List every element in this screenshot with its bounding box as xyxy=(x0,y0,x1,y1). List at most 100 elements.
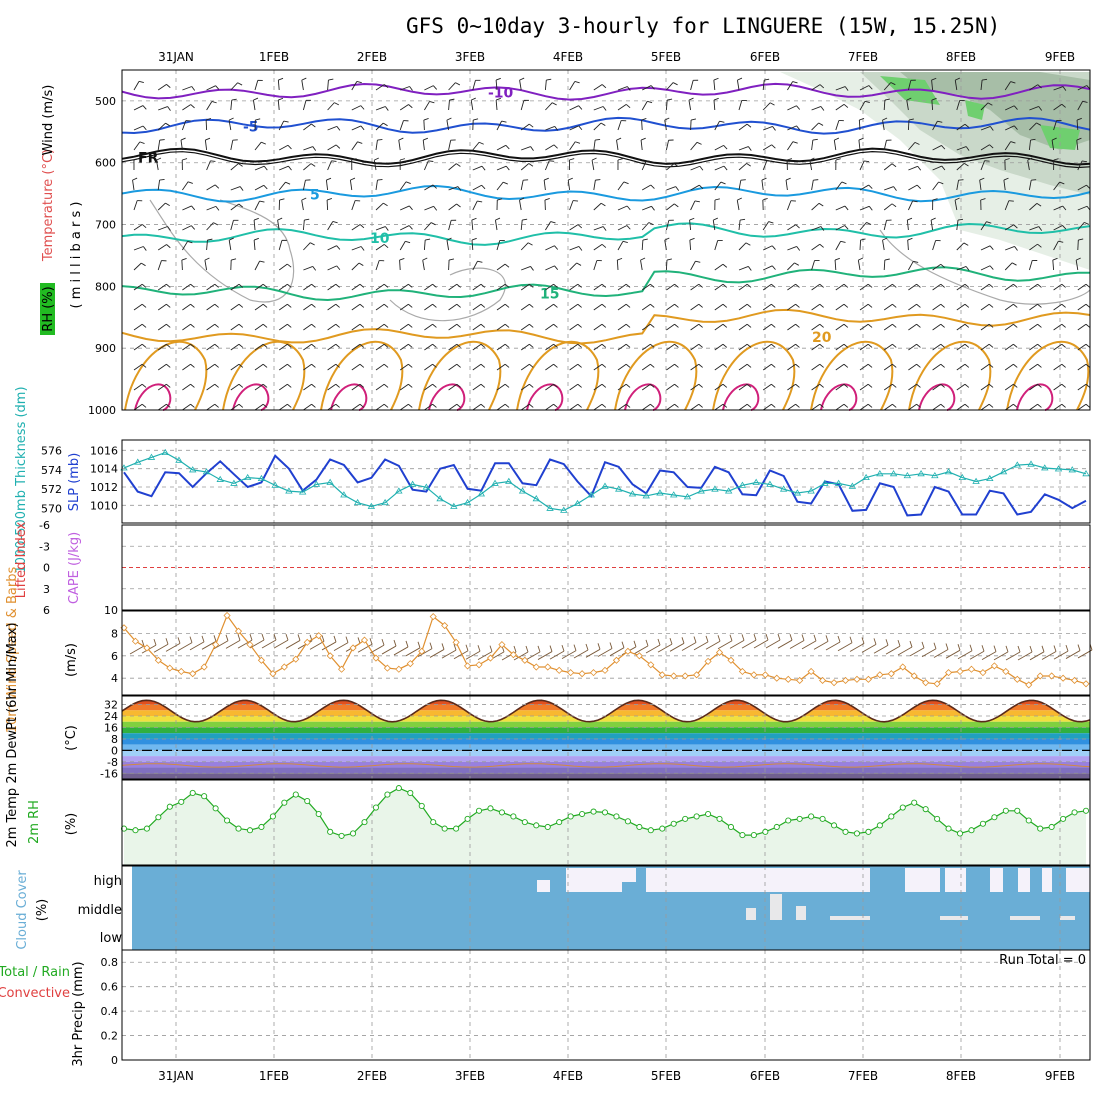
wind-barb xyxy=(835,323,845,331)
wind-barb-flag xyxy=(501,120,507,123)
wind-barb-flag xyxy=(331,160,337,162)
wind10m-barb xyxy=(273,639,289,649)
wind-barb-flag xyxy=(864,100,870,103)
wind-barb xyxy=(787,343,796,351)
wind-barb xyxy=(132,180,135,191)
wind-barb xyxy=(569,224,579,231)
wind-barb-flag xyxy=(761,177,767,181)
wind-barb xyxy=(641,323,651,331)
wind-barb-flag xyxy=(478,141,484,145)
rh2m-point xyxy=(968,827,975,834)
wind-barb xyxy=(907,239,909,251)
wind-barb-flag xyxy=(311,403,316,408)
wind-barb xyxy=(327,79,329,91)
wind-barb-flag xyxy=(287,144,292,150)
rh2m-point xyxy=(693,813,700,820)
wind-barb-flag xyxy=(601,84,607,89)
wind-barb-flag xyxy=(868,184,873,189)
wind-barb-flag xyxy=(964,123,970,128)
wind-barb-flag xyxy=(740,218,746,221)
wind10m-barb xyxy=(993,651,1009,661)
wind-barb xyxy=(1004,383,1014,391)
wind-barb xyxy=(375,140,378,151)
wind-barb xyxy=(1005,105,1015,111)
wind-barb xyxy=(375,106,386,111)
thickness-tick-576: 576 xyxy=(41,445,62,458)
wind-barb-flag xyxy=(287,343,292,348)
wind-barb xyxy=(327,403,337,411)
wind-barb-flag xyxy=(917,166,922,171)
isotherm-label-10: 10 xyxy=(370,231,390,247)
wind-barb-flag xyxy=(746,403,752,408)
isotherm-0-double xyxy=(121,150,1091,169)
wind-barb-flag xyxy=(771,383,776,388)
thickness-point xyxy=(436,495,444,502)
wind-barb xyxy=(666,343,675,351)
wind10m-point xyxy=(1036,672,1044,680)
wind-barb-flag xyxy=(651,206,655,211)
wind-barb xyxy=(858,140,861,151)
wind-barb-flag xyxy=(892,343,897,348)
wind-barb-flag xyxy=(843,283,849,288)
wind-barb xyxy=(665,140,670,151)
wind10m-barb xyxy=(417,648,433,658)
wind-barb xyxy=(277,79,280,91)
wind-barb xyxy=(690,200,696,211)
wind-barb xyxy=(1053,323,1063,331)
wind-barb xyxy=(1076,140,1079,151)
bottom-date-label-6FEB: 6FEB xyxy=(750,1069,780,1083)
wind-barb xyxy=(375,180,378,191)
wind-barb xyxy=(641,283,651,291)
wind-barb-flag xyxy=(166,383,171,388)
wind-barb xyxy=(1004,200,1010,211)
wind-barb xyxy=(593,243,603,251)
wind-barb-flag xyxy=(1037,323,1042,328)
wind-barb xyxy=(1004,81,1011,91)
wind10m-barb-flag xyxy=(393,639,397,647)
wind-barb-flag xyxy=(408,283,413,288)
wind10m-point xyxy=(670,672,678,680)
wind10m-point xyxy=(360,636,369,644)
thickness-tick-574: 574 xyxy=(41,464,62,477)
wind-barb xyxy=(713,80,716,91)
temp-band xyxy=(122,767,1090,774)
wind-barb xyxy=(641,343,651,351)
wind-barb-flag xyxy=(166,343,171,348)
wind-barb xyxy=(569,323,579,331)
wind-barb-flag xyxy=(143,246,147,251)
wind-barb-flag xyxy=(646,160,652,163)
wind-barb xyxy=(327,102,335,111)
wind-barb xyxy=(204,140,208,151)
cloud-unit-label: (%) xyxy=(35,899,50,922)
wind-barb-flag xyxy=(574,81,580,84)
wind-barb xyxy=(688,100,692,111)
wind-barb-flag xyxy=(495,97,501,101)
wind-barb xyxy=(593,84,603,91)
thickness-point xyxy=(271,481,279,488)
wind-barb-flag xyxy=(287,323,292,328)
wind-barb xyxy=(736,200,740,211)
isotherm-20-loop xyxy=(320,340,404,411)
wind10m-barb-flag xyxy=(537,645,541,652)
wind-barb xyxy=(327,383,337,391)
wind-barb xyxy=(254,383,264,391)
wind10m-barb-flag xyxy=(261,633,265,641)
wind-barb xyxy=(157,383,167,391)
thickness-point xyxy=(161,448,169,456)
wind-barb xyxy=(448,186,459,191)
wind-barb-flag xyxy=(286,263,292,268)
wind-barb-flag xyxy=(858,137,864,141)
wind-barb xyxy=(351,383,361,391)
wind10m-barb-flag xyxy=(1029,645,1033,653)
wind-barb xyxy=(133,105,144,111)
wind-barb-flag xyxy=(311,363,316,368)
wind-barb-flag xyxy=(214,343,219,348)
rh2m-point xyxy=(1048,823,1055,831)
wind-barb-flag xyxy=(334,102,340,106)
wind-barb xyxy=(811,383,821,391)
thickness-point xyxy=(243,473,252,481)
wind-barb xyxy=(327,265,337,271)
wind10m-point xyxy=(1025,681,1033,689)
wind-barb xyxy=(617,241,624,251)
